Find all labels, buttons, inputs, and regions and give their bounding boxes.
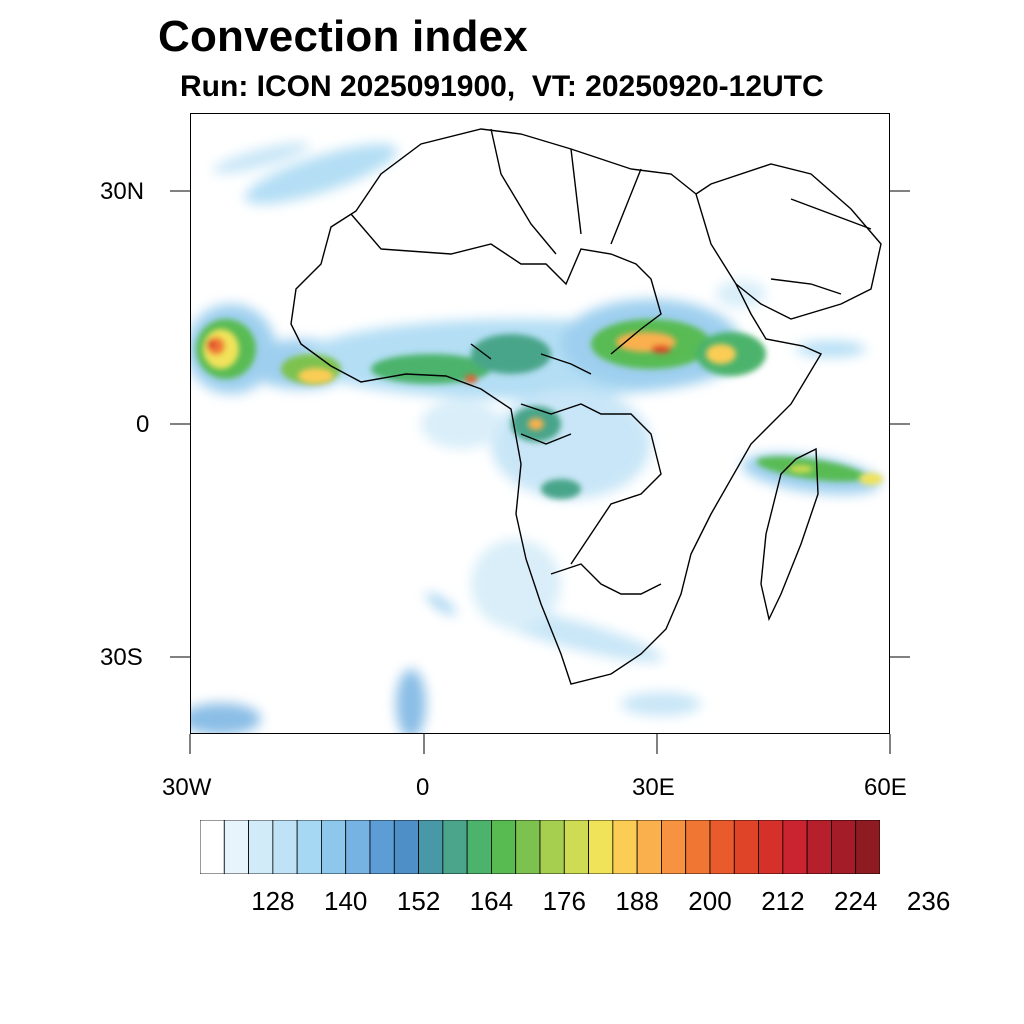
- colorbar-box: [782, 820, 808, 874]
- colorbar-box: [369, 820, 395, 874]
- high-convection-cores: [203, 329, 883, 485]
- lon-label-60e: 60E: [864, 774, 907, 801]
- colorbar-box: [636, 820, 662, 874]
- map-panel: [190, 113, 890, 734]
- chart-title: Convection index: [158, 12, 528, 61]
- colorbar-box: [563, 820, 589, 874]
- colorbar-box: [515, 820, 541, 874]
- colorbar-label: 128: [251, 886, 295, 916]
- colorbar-label: 224: [833, 886, 878, 916]
- colorbar-box: [588, 820, 614, 874]
- lon-label-0: 0: [416, 774, 430, 801]
- colorbar-box: [709, 820, 735, 874]
- colorbar-box: [442, 820, 468, 874]
- colorbar-label: 152: [396, 886, 441, 916]
- colorbar-box: [806, 820, 832, 874]
- colorbar-box: [855, 820, 880, 874]
- colorbar-box: [685, 820, 711, 874]
- coastlines-borders: [290, 128, 882, 685]
- colorbar-box: [733, 820, 759, 874]
- colorbar: [200, 820, 880, 874]
- convection-field: [191, 128, 883, 733]
- chart-subtitle: Run: ICON 2025091900, VT: 20250920-12UTC: [180, 70, 824, 103]
- colorbar-label: 188: [615, 886, 659, 916]
- colorbar-box: [491, 820, 517, 874]
- colorbar-box: [272, 820, 298, 874]
- colorbar-label: 140: [323, 886, 368, 916]
- lat-label-30s: 30S: [100, 644, 143, 671]
- colorbar-box: [321, 820, 347, 874]
- colorbar-label: 236: [906, 886, 951, 916]
- colorbar-box: [831, 820, 857, 874]
- colorbar-box: [612, 820, 638, 874]
- lon-label-30w: 30W: [162, 774, 212, 801]
- colorbar-label: 212: [761, 886, 805, 916]
- colorbar-box: [466, 820, 492, 874]
- lat-label-0: 0: [136, 411, 150, 438]
- lat-label-30n: 30N: [100, 178, 145, 205]
- colorbar-box: [248, 820, 274, 874]
- colorbar-box: [200, 820, 225, 874]
- lon-label-30e: 30E: [632, 774, 675, 801]
- colorbar-box: [393, 820, 419, 874]
- colorbar-box: [418, 820, 444, 874]
- colorbar-box: [661, 820, 687, 874]
- colorbar-box: [758, 820, 784, 874]
- colorbar-label: 176: [542, 886, 586, 916]
- colorbar-box: [345, 820, 371, 874]
- colorbar-label: 164: [469, 886, 514, 916]
- colorbar-box: [539, 820, 565, 874]
- colorbar-box: [223, 820, 249, 874]
- colorbar-box: [296, 820, 322, 874]
- colorbar-label: 200: [688, 886, 732, 916]
